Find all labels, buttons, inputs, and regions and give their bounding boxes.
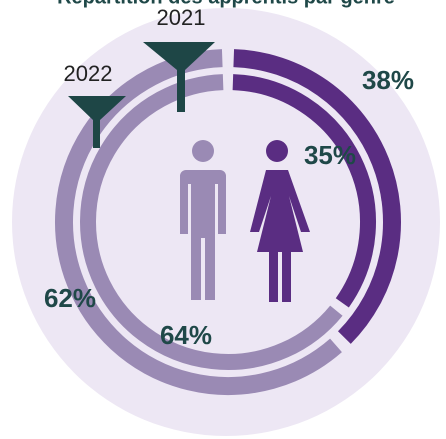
marker-2022 [68,96,126,148]
percent-sign: % [333,140,356,170]
rings [55,49,401,395]
percent-label: 62% [44,283,96,313]
percent-value: 62 [44,283,73,313]
year-label: 2021 [157,5,206,30]
ring-segment [80,74,343,370]
ring-segment [233,49,401,344]
marker-2021 [143,42,215,112]
ring-segment [55,49,342,395]
percent-label: 35% [304,140,356,170]
ring-segment [232,74,376,308]
male-icon [180,140,226,300]
percent-sign: % [391,65,414,95]
percent-label: 64% [160,320,212,350]
percent-value: 35 [304,140,333,170]
chart-title: Répartition des apprentis par genre [57,0,395,8]
percent-value: 38 [362,65,391,95]
percent-sign: % [73,283,96,313]
percent-sign: % [189,320,212,350]
year-label: 2022 [64,61,113,86]
top-strip [0,0,446,6]
percent-label: 38% [362,65,414,95]
percent-value: 64 [160,320,189,350]
female-icon [250,140,310,302]
